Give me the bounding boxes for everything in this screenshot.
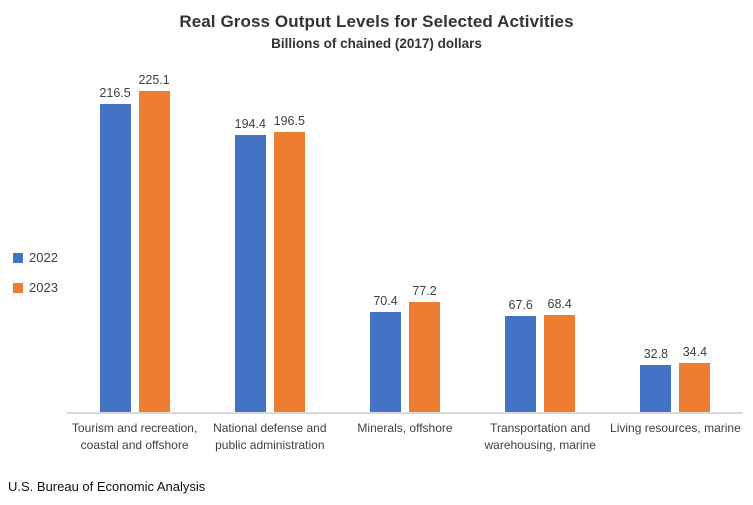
category-label-4: Living resources, marine bbox=[610, 421, 741, 435]
bar-col-2023-0: 225.1 bbox=[138, 73, 170, 412]
value-label-2023-0: 225.1 bbox=[138, 73, 170, 88]
bar-2023-2 bbox=[409, 302, 440, 412]
chart-subtitle: Billions of chained (2017) dollars bbox=[271, 36, 482, 51]
bar-2022-4 bbox=[640, 365, 672, 412]
bar-group-0: 216.5 225.1 bbox=[67, 70, 202, 412]
bar-group-4: 32.8 34.4 bbox=[608, 70, 743, 412]
legend-label-2022: 2022 bbox=[29, 250, 58, 265]
value-label-2023-4: 34.4 bbox=[682, 345, 708, 359]
bar-col-2022-1: 194.4 bbox=[235, 117, 266, 412]
legend: 2022 2023 bbox=[13, 250, 58, 295]
bar-2022-2 bbox=[370, 311, 401, 412]
bar-2023-0 bbox=[138, 91, 170, 412]
bar-group-1: 194.4 196.5 bbox=[202, 70, 337, 412]
category-label-1: National defense and public administrati… bbox=[213, 421, 327, 453]
value-label-2022-3: 67.6 bbox=[508, 297, 533, 312]
legend-swatch-2022 bbox=[13, 252, 23, 263]
category-axis: Tourism and recreation, coastal and offs… bbox=[67, 420, 743, 455]
bar-col-2022-2: 70.4 bbox=[370, 294, 401, 412]
bar-col-2022-4: 32.8 bbox=[640, 347, 672, 412]
value-label-2022-4: 32.8 bbox=[643, 347, 669, 362]
bar-2023-4 bbox=[679, 363, 711, 412]
value-label-2023-1: 196.5 bbox=[273, 114, 305, 128]
bar-group-2: 70.4 77.2 bbox=[337, 70, 472, 412]
bar-col-2023-4: 34.4 bbox=[679, 345, 711, 412]
bar-2022-1 bbox=[234, 135, 266, 412]
value-label-2022-2: 70.4 bbox=[373, 293, 398, 308]
bar-col-2023-3: 68.4 bbox=[544, 297, 576, 412]
bar-group-3: 67.6 68.4 bbox=[473, 70, 608, 412]
value-label-2022-0: 216.5 bbox=[99, 85, 131, 100]
category-label-2: Minerals, offshore bbox=[357, 421, 453, 435]
bar-col-2023-2: 77.2 bbox=[409, 284, 440, 412]
bar-2022-0 bbox=[99, 103, 131, 412]
bar-col-2022-3: 67.6 bbox=[505, 298, 537, 412]
value-label-2022-1: 194.4 bbox=[234, 117, 266, 131]
bar-2023-3 bbox=[544, 314, 576, 412]
plot-area: 216.5 225.1 194.4 196.5 70.4 77.2 67.6 68.4 32.8… bbox=[67, 70, 743, 412]
bar-2022-3 bbox=[505, 315, 537, 412]
bar-col-2022-0: 216.5 bbox=[99, 86, 131, 412]
legend-swatch-2023 bbox=[13, 282, 23, 293]
value-label-2023-3: 68.4 bbox=[547, 296, 572, 311]
x-axis-line bbox=[67, 412, 743, 414]
category-label-3: Transportation and warehousing, marine bbox=[484, 421, 596, 453]
bar-2023-1 bbox=[273, 132, 305, 412]
legend-item-2023: 2023 bbox=[13, 280, 58, 295]
legend-label-2023: 2023 bbox=[29, 280, 58, 295]
legend-item-2022: 2022 bbox=[13, 250, 58, 265]
bar-col-2023-1: 196.5 bbox=[274, 114, 305, 412]
category-label-0: Tourism and recreation, coastal and offs… bbox=[71, 421, 198, 453]
value-label-2023-2: 77.2 bbox=[412, 284, 437, 298]
chart-title: Real Gross Output Levels for Selected Ac… bbox=[179, 12, 574, 31]
source-note: U.S. Bureau of Economic Analysis bbox=[8, 479, 206, 494]
